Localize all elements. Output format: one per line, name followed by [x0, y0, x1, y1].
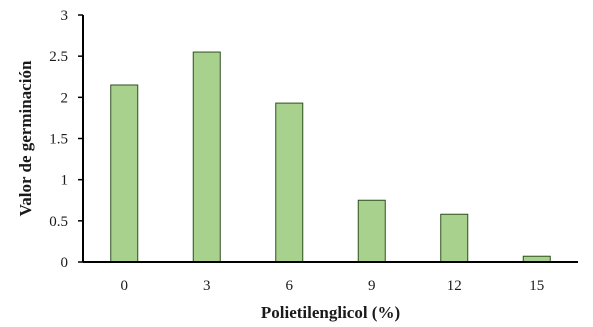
y-tick-label: 3 [61, 8, 69, 24]
x-tick-label: 15 [529, 278, 544, 294]
bar-0 [110, 84, 139, 263]
y-axis-ticks: 0 0.5 1 1.5 2 2.5 3 [49, 8, 83, 271]
x-tick-label: 12 [447, 278, 462, 294]
bar-12 [440, 213, 469, 263]
x-tick-label: 6 [286, 278, 294, 294]
y-tick-label: 0 [61, 255, 69, 271]
x-axis-ticks: 0 3 6 9 12 15 [121, 278, 545, 294]
x-tick-label: 0 [121, 278, 129, 294]
y-tick-label: 2.5 [49, 49, 68, 65]
y-tick-label: 1.5 [49, 132, 68, 148]
x-tick-label: 9 [368, 278, 376, 294]
x-axis-title: Polietilenglicol (%) [261, 303, 400, 322]
x-tick-label: 3 [203, 278, 211, 294]
y-tick-label: 2 [61, 90, 69, 106]
y-tick-label: 1 [61, 173, 69, 189]
y-axis-title: Valor de germinación [16, 60, 35, 216]
bar-9 [357, 199, 386, 263]
bars [110, 51, 551, 263]
bar-3 [192, 51, 221, 263]
y-tick-label: 0.5 [49, 214, 68, 230]
bar-6 [275, 102, 304, 263]
